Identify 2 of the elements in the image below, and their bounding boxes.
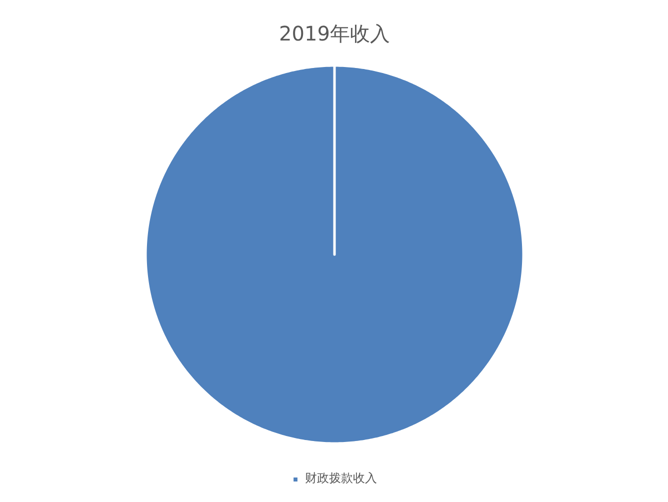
legend-label: 财政拨款收入 — [305, 470, 377, 487]
chart-title: 2019年收入 — [279, 22, 390, 46]
